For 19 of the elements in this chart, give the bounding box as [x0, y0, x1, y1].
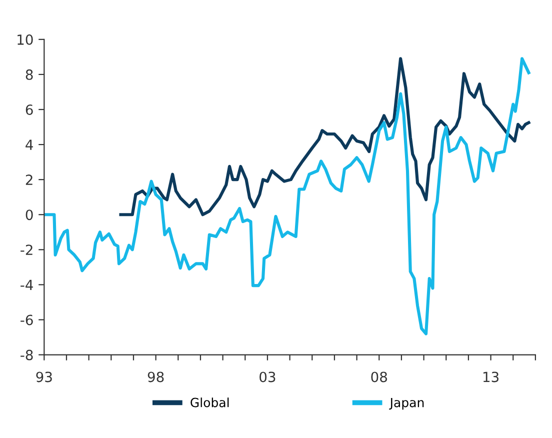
x-tick-label: 98: [148, 372, 164, 382]
y-tick-label: 6: [26, 104, 33, 115]
y-tick-label: 2: [26, 174, 32, 185]
y-tick-label: -2: [20, 244, 32, 255]
legend-label: Global: [190, 398, 229, 408]
line-series: [44, 57, 530, 336]
x-tick-label: 13: [483, 372, 498, 382]
x-tick-label: 93: [36, 372, 52, 382]
y-tick-label: -4: [20, 280, 33, 290]
x-tick-label: 08: [371, 372, 388, 382]
y-tick-label: 8: [26, 69, 33, 80]
y-tick-label: -6: [20, 314, 33, 326]
y-tick-label: 4: [26, 140, 33, 150]
x-tick-label: 03: [260, 372, 276, 382]
y-tick-label: 0: [26, 210, 33, 220]
legend-label: Japan: [389, 398, 424, 410]
line-series: [119, 57, 530, 216]
y-tick-label: 10: [18, 34, 33, 45]
y-tick-label: -8: [20, 350, 33, 360]
